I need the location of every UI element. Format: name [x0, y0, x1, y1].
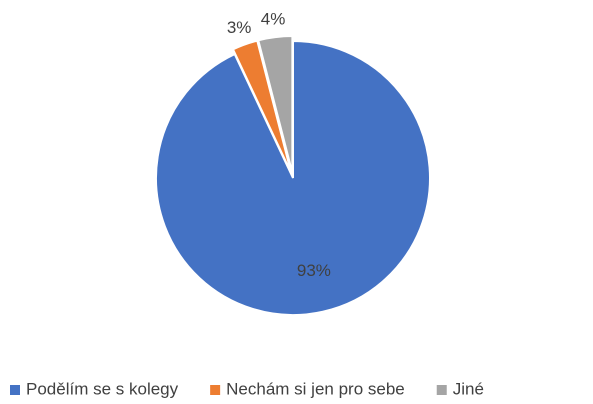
pie-slice: [155, 39, 431, 316]
legend-swatch: [10, 385, 20, 395]
pie-slice: [257, 35, 294, 174]
data-label: 4%: [261, 10, 286, 29]
legend-swatch: [210, 385, 221, 395]
legend-label: Jiné: [453, 379, 484, 398]
legend-label: Nechám si jen pro sebe: [226, 379, 405, 398]
data-label: 3%: [227, 18, 252, 37]
data-label: 93%: [297, 261, 331, 280]
pie-slice: [231, 39, 293, 174]
legend-label: Podělím se s kolegy: [26, 379, 179, 398]
legend-swatch: [436, 385, 447, 395]
